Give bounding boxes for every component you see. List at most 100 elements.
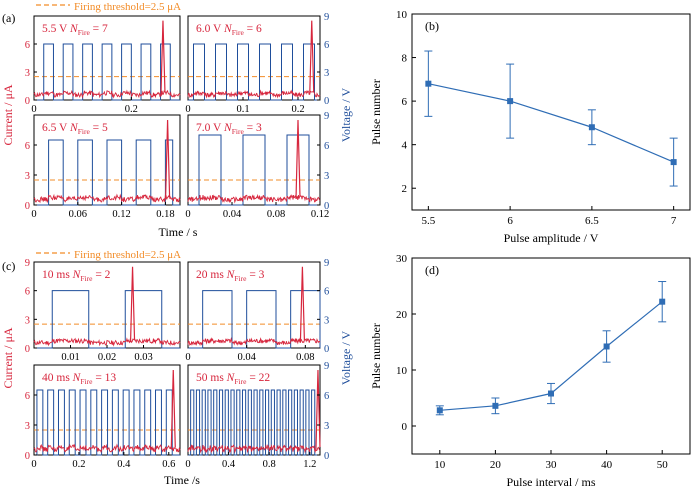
c-current-spike — [129, 266, 136, 343]
a-annotation: 6.0 V NFire = 6 — [196, 23, 262, 37]
a-voltage-trace — [188, 134, 320, 206]
d-ytick-label: 30 — [396, 253, 408, 265]
threshold-legend-a-text: Firing threshold=2.5 μA — [74, 1, 181, 13]
c-top-ytick-right-label: 6 — [324, 287, 329, 298]
a-bottom-ytick-left-label: 3 — [25, 171, 30, 182]
a-bottom-ytick-right-label: 9 — [324, 111, 329, 122]
a-xtick-label: 0.04 — [223, 209, 242, 220]
ylabel-right-a: Voltage / V — [339, 88, 353, 143]
d-data-point — [492, 402, 499, 409]
panel-d-label: (d) — [425, 263, 439, 277]
d-data-point — [436, 407, 443, 414]
c-xtick-label: 0 — [31, 459, 36, 470]
b-xtick-label: 6.5 — [585, 215, 599, 227]
c-xtick-label: 0.02 — [98, 352, 116, 363]
c-current-trace — [187, 337, 321, 347]
b-ytick-label: 2 — [402, 183, 408, 195]
c-xtick-label: 0 — [185, 352, 190, 363]
b-xtick-label: 6 — [507, 215, 513, 227]
a-current-spike — [309, 20, 315, 95]
a-top-ytick-right-label: 3 — [324, 68, 329, 79]
b-data-point — [425, 80, 432, 87]
a-current-trace — [33, 89, 181, 99]
a-subplot-0: 0 0.2 5.5 V NFire = 7 — [31, 15, 181, 115]
d-ytick-label: 20 — [396, 309, 408, 321]
threshold-legend-c: Firing threshold=2.5 μA — [36, 249, 181, 261]
c-annotation: 40 ms NFire = 13 — [42, 372, 116, 386]
d-xtick-label: 10 — [434, 459, 446, 471]
a-annotation: 6.5 V NFire = 5 — [42, 122, 108, 136]
a-top-ytick-right-label: 9 — [324, 12, 329, 23]
a-xtick-label: 0.2 — [125, 104, 138, 115]
c-voltage-trace — [188, 389, 320, 456]
a-xtick-label: 0.06 — [69, 209, 87, 220]
c-top-ytick-left-label: 9 — [25, 258, 30, 269]
b-ytick-label: 6 — [402, 96, 408, 108]
b-data-point — [670, 159, 677, 166]
b-xtick-label: 5.5 — [421, 215, 435, 227]
c-annotation: 20 ms NFire = 3 — [196, 269, 265, 283]
c-voltage-trace — [34, 389, 180, 456]
c-top-ytick-left-label: 3 — [25, 315, 30, 326]
c-subplot-0: 0.01 0.02 0.03 10 ms NFire = 2 — [33, 261, 181, 363]
c-top-ytick-right-label: 0 — [324, 344, 329, 355]
b-data-point — [507, 98, 514, 105]
a-subplot-frame — [33, 15, 181, 101]
a-top-ytick-left-label: 3 — [25, 68, 30, 79]
c-subplot-frame — [33, 364, 181, 456]
c-xtick-label: 0.08 — [296, 352, 314, 363]
c-bottom-ytick-right-label: 9 — [324, 361, 329, 372]
a-xtick-label: 0.12 — [311, 209, 329, 220]
a-bottom-ytick-left-label: 6 — [25, 141, 30, 152]
a-bottom-ytick-right-label: 0 — [324, 201, 329, 212]
a-subplot-frame — [187, 114, 321, 206]
b-series-line — [428, 83, 674, 163]
c-current-spike — [315, 369, 321, 450]
b-xlabel: Pulse amplitude / V — [504, 231, 599, 245]
d-xtick-label: 30 — [546, 459, 558, 471]
d-ytick-label: 0 — [402, 421, 408, 433]
d-xlabel: Pulse interval / ms — [507, 475, 596, 489]
c-top-ytick-right-label: 3 — [324, 315, 329, 326]
xlabel-a: Time / s — [159, 225, 198, 239]
a-voltage-trace — [34, 139, 180, 206]
b-ylabel: Pulse number — [369, 79, 383, 145]
a-bottom-ytick-right-label: 6 — [324, 141, 329, 152]
ylabel-left-a: Current / μA — [1, 84, 15, 145]
a-top-ytick-left-label: 0 — [25, 96, 30, 107]
a-voltage-trace — [34, 43, 180, 101]
d-ytick-label: 10 — [396, 365, 408, 377]
a-top-ytick-left-label: 6 — [25, 40, 30, 51]
a-current-spike — [295, 119, 301, 200]
c-xtick-label: 0.01 — [61, 352, 79, 363]
b-data-point — [588, 124, 595, 131]
b-ytick-label: 10 — [396, 9, 408, 21]
xlabel-c: Time /s — [164, 473, 200, 487]
d-xtick-label: 20 — [490, 459, 502, 471]
c-bottom-ytick-right-label: 6 — [324, 391, 329, 402]
d-data-point — [603, 343, 610, 350]
c-top-ytick-left-label: 0 — [25, 344, 30, 355]
c-annotation: 10 ms NFire = 2 — [42, 269, 111, 283]
a-xtick-label: 0 — [31, 104, 36, 115]
plots-layer: 0 0.2 5.5 V NFire = 7 0 0.1 0.2 6.0 V NFire = … — [25, 9, 691, 489]
a-annotation: 5.5 V NFire = 7 — [42, 23, 108, 37]
panel-c-label: (c) — [2, 259, 15, 273]
b-plot: 5.5 6 6.5 7 2 4 6 8 10 Pulse amplitude / V Pulse n… — [369, 9, 691, 245]
a-xtick-label: 0.18 — [156, 209, 174, 220]
c-annotation: 50 ms NFire = 22 — [196, 372, 270, 386]
c-current-trace — [187, 444, 321, 454]
panel-a-label: (a) — [2, 11, 15, 25]
a-xtick-label: 0 — [31, 209, 36, 220]
a-xtick-label: 0 — [185, 209, 190, 220]
c-xtick-label: 0.2 — [72, 459, 85, 470]
a-top-ytick-right-label: 6 — [324, 40, 329, 51]
c-current-trace — [33, 443, 181, 454]
c-bottom-ytick-right-label: 0 — [324, 451, 329, 462]
d-xtick-label: 40 — [601, 459, 613, 471]
c-xtick-label: 0 — [185, 459, 190, 470]
c-subplot-3: 0 0.4 0.8 1.2 50 ms NFire = 22 — [185, 364, 321, 470]
a-current-trace — [187, 89, 321, 99]
a-xtick-label: 0.1 — [236, 104, 249, 115]
